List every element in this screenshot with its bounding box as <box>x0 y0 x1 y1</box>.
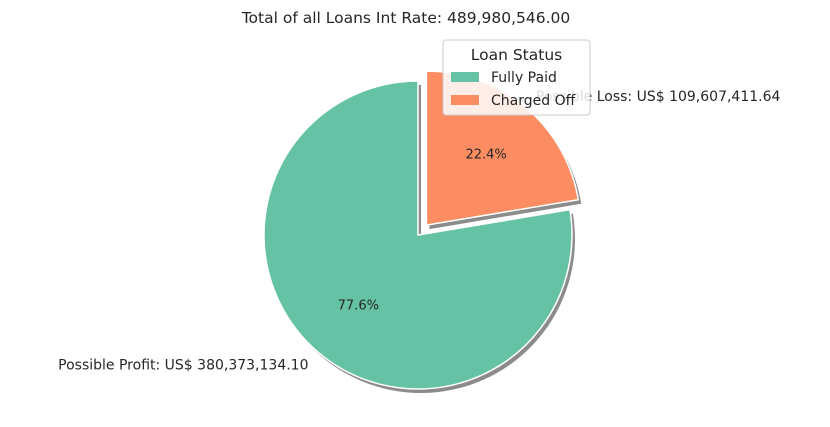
legend-label-charged-off: Charged Off <box>491 93 576 109</box>
legend-frame <box>442 39 591 116</box>
pie-labels: 77.6% Possible Profit: US$ 380,373,134.10… <box>58 89 781 373</box>
slice-label-charged-off: Possible Loss: US$ 109,607,411.64 <box>536 89 781 105</box>
legend: Loan Status Fully Paid Charged Off <box>442 39 591 116</box>
legend-swatch-fully-paid <box>451 72 479 82</box>
slice-fully-paid <box>263 80 573 390</box>
legend-title: Loan Status <box>471 46 563 64</box>
chart-title: Total of all Loans Int Rate: 489,980,546… <box>241 9 571 27</box>
pct-label-fully-paid: 77.6% <box>338 299 379 314</box>
pct-label-charged-off: 22.4% <box>465 148 506 163</box>
slice-label-fully-paid: Possible Profit: US$ 380,373,134.10 <box>58 357 308 373</box>
legend-label-fully-paid: Fully Paid <box>491 70 557 86</box>
legend-swatch-charged-off <box>451 95 479 105</box>
